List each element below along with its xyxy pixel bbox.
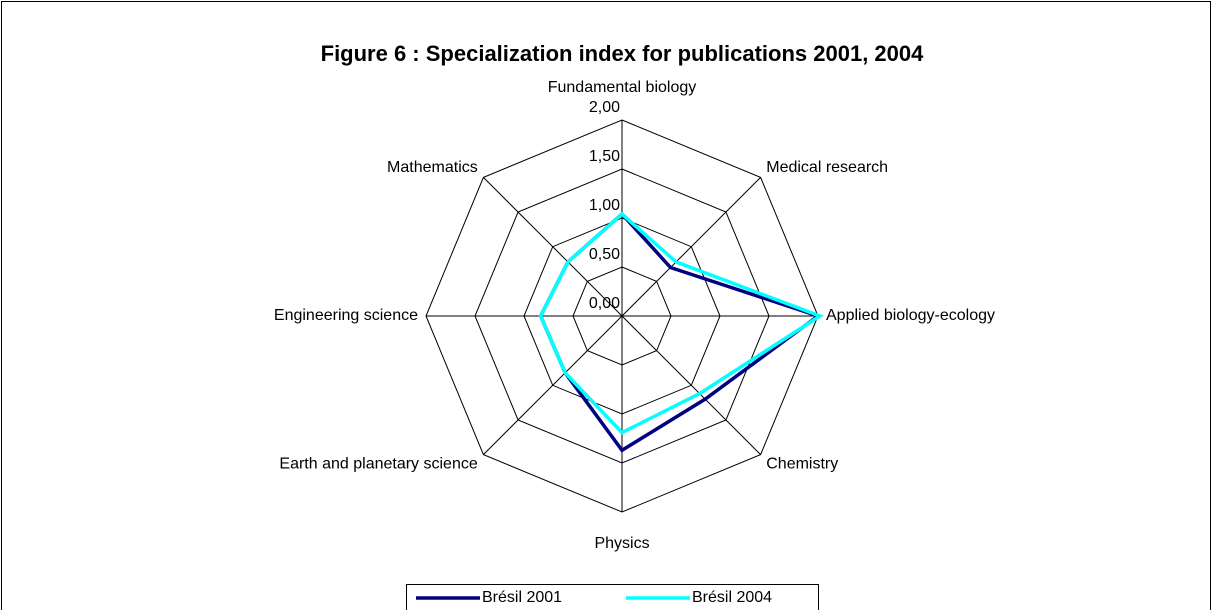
category-label: Engineering science [274, 307, 418, 324]
axis-spoke [621, 315, 761, 455]
legend-label: Brésil 2001 [482, 589, 562, 606]
category-label: Earth and planetary science [279, 455, 477, 472]
category-label: Fundamental biology [548, 79, 697, 96]
y-tick-label: 1,00 [589, 197, 620, 214]
category-label: Physics [594, 535, 649, 552]
legend-box [406, 584, 819, 610]
y-tick-label: 0,00 [589, 295, 620, 312]
axis-spoke [483, 315, 623, 455]
series-line [538, 211, 824, 435]
category-label: Applied biology-ecology [826, 307, 995, 324]
y-tick-label: 0,50 [589, 246, 620, 263]
y-tick-label: 1,50 [589, 148, 620, 165]
axis-spoke [483, 177, 623, 317]
chart-title: Figure 6 : Specialization index for publ… [321, 41, 924, 66]
category-label: Mathematics [387, 159, 478, 176]
category-label: Medical research [766, 159, 888, 176]
y-tick-label: 2,00 [589, 99, 620, 116]
category-label: Chemistry [766, 455, 838, 472]
legend-label: Brésil 2004 [692, 589, 772, 606]
axis-spoke [621, 177, 761, 317]
